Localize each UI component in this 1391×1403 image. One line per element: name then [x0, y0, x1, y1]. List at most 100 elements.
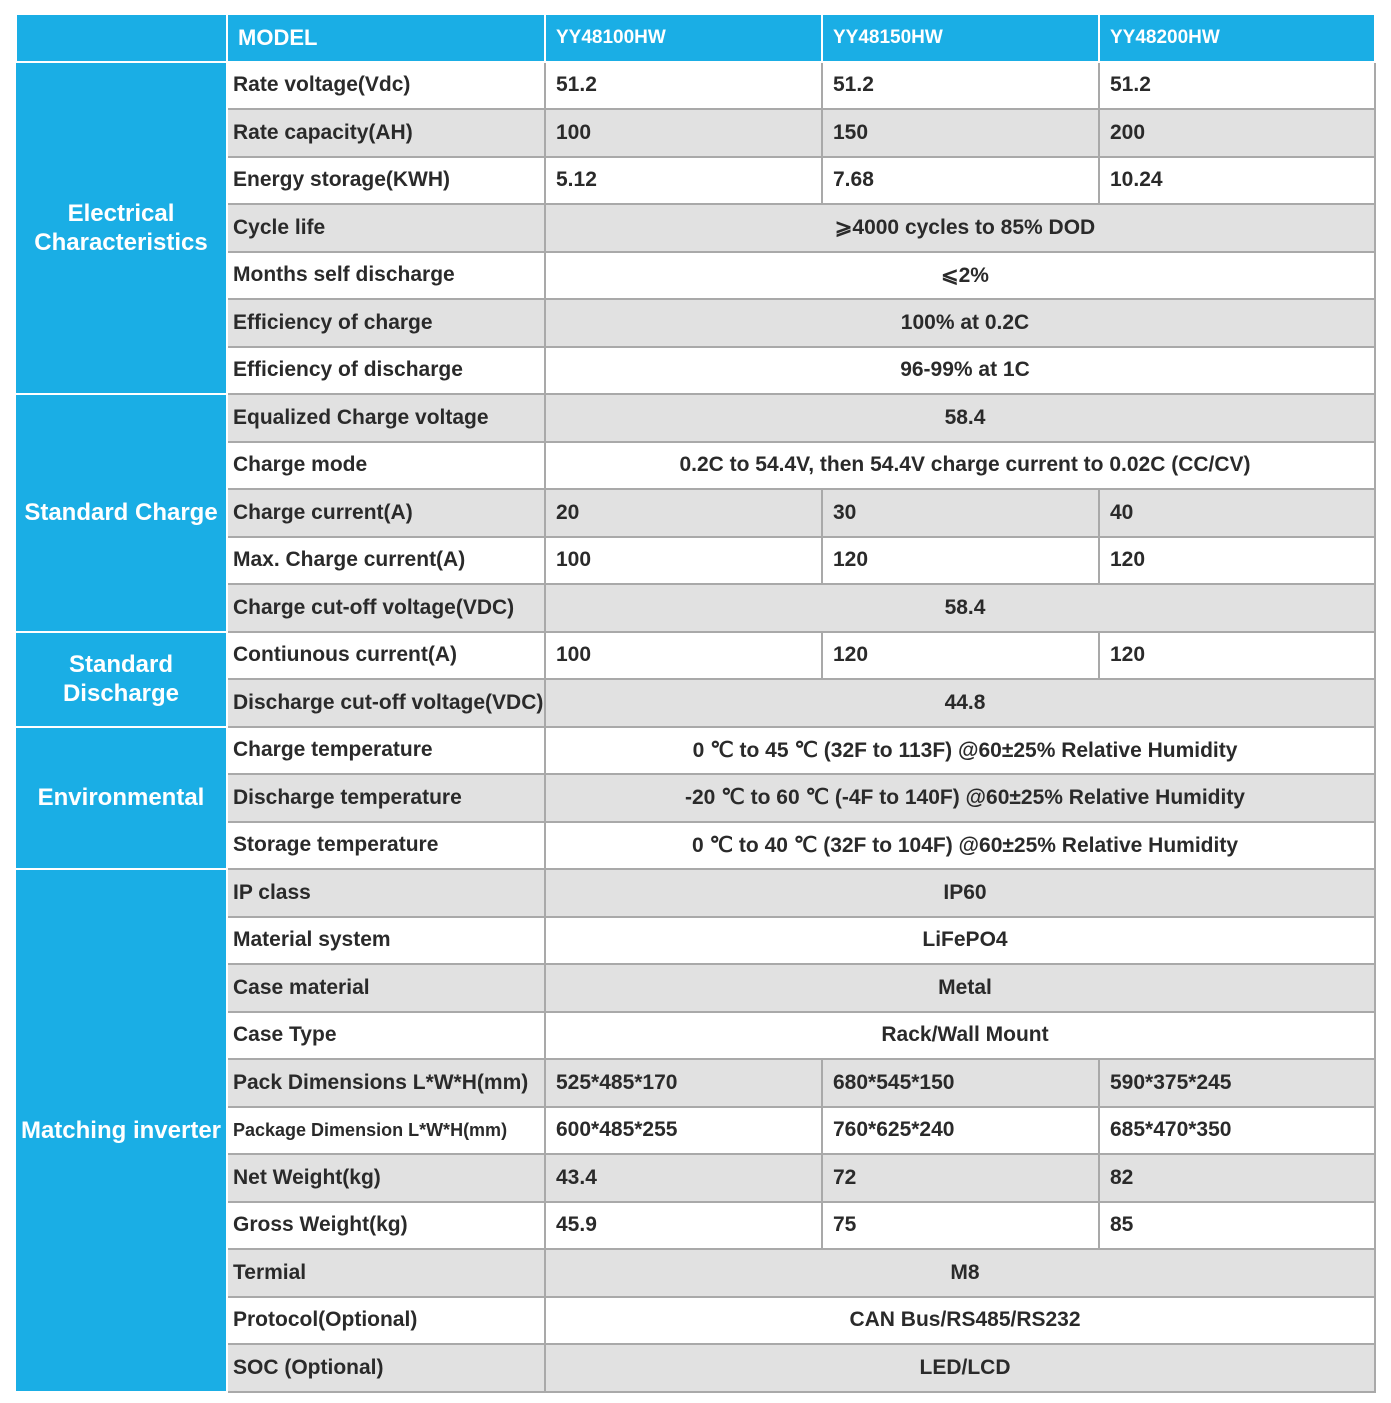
row-label: Case Type	[226, 1010, 546, 1060]
value-cell: 72	[821, 1153, 1100, 1203]
row-label: Charge mode	[226, 440, 546, 490]
row-label: SOC (Optional)	[226, 1343, 546, 1393]
table-row: Net Weight(kg) 43.4 72 82	[16, 1153, 1376, 1203]
value-cell: 0 ℃ to 40 ℃ (32F to 104F) @60±25% Relati…	[544, 820, 1376, 870]
value-cell: 43.4	[544, 1153, 823, 1203]
value-cell: 525*485*170	[544, 1058, 823, 1108]
value-cell: 51.2	[544, 60, 823, 110]
value-cell: 600*485*255	[544, 1105, 823, 1155]
value-cell: 40	[1098, 488, 1376, 538]
row-label: Months self discharge	[226, 250, 546, 300]
value-cell: 150	[821, 108, 1100, 158]
model-name: YY48200HW	[1098, 15, 1376, 63]
value-cell: 0.2C to 54.4V, then 54.4V charge current…	[544, 440, 1376, 490]
table-row: Case material Metal	[16, 963, 1376, 1013]
table-row: SOC (Optional) LED/LCD	[16, 1343, 1376, 1393]
value-cell: 200	[1098, 108, 1376, 158]
spec-table: MODEL YY48100HW YY48150HW YY48200HW Elec…	[15, 15, 1376, 1393]
table-row: Discharge temperature -20 ℃ to 60 ℃ (-4F …	[16, 773, 1376, 823]
table-row: Termial M8	[16, 1248, 1376, 1298]
row-label: Storage temperature	[226, 820, 546, 870]
row-label: Max. Charge current(A)	[226, 535, 546, 585]
group-label: Matching inverter	[16, 868, 228, 1393]
value-cell: M8	[544, 1248, 1376, 1298]
value-cell: 120	[821, 535, 1100, 585]
row-label: Charge temperature	[226, 725, 546, 775]
table-row: Case Type Rack/Wall Mount	[16, 1010, 1376, 1060]
table-row: Environmental Charge temperature 0 ℃ to 45…	[16, 725, 1376, 870]
row-label: Discharge cut-off voltage(VDC)	[226, 678, 546, 728]
row-label: Cycle life	[226, 203, 546, 253]
value-cell: 5.12	[544, 155, 823, 205]
value-cell: 45.9	[544, 1200, 823, 1250]
group-label: Environmental	[16, 725, 228, 870]
row-label: Pack Dimensions L*W*H(mm)	[226, 1058, 546, 1108]
table-row: Standard Discharge Contiunous current(A) 1…	[16, 630, 1376, 728]
value-cell: 590*375*245	[1098, 1058, 1376, 1108]
value-cell: 58.4	[544, 583, 1376, 633]
table-row: Standard Charge Equalized Charge voltage 5…	[16, 393, 1376, 633]
header-blank	[15, 15, 228, 63]
row-label: Net Weight(kg)	[226, 1153, 546, 1203]
table-row: Discharge cut-off voltage(VDC) 44.8	[16, 678, 1376, 728]
value-cell: LiFePO4	[544, 915, 1376, 965]
value-cell: 10.24	[1098, 155, 1376, 205]
value-cell: 100% at 0.2C	[544, 298, 1376, 348]
row-label: Package Dimension L*W*H(mm)	[226, 1105, 546, 1155]
model-name: YY48100HW	[544, 15, 823, 63]
value-cell: 7.68	[821, 155, 1100, 205]
row-label: Energy storage(KWH)	[226, 155, 546, 205]
table-row: Efficiency of charge 100% at 0.2C	[16, 298, 1376, 348]
value-cell: 30	[821, 488, 1100, 538]
table-row: Months self discharge ⩽2%	[16, 250, 1376, 300]
value-cell: 75	[821, 1200, 1100, 1250]
row-label: Charge current(A)	[226, 488, 546, 538]
table-row: Storage temperature 0 ℃ to 40 ℃ (32F to 1…	[16, 820, 1376, 870]
value-cell: 0 ℃ to 45 ℃ (32F to 113F) @60±25% Relati…	[544, 725, 1376, 775]
value-cell: 44.8	[544, 678, 1376, 728]
table-row: Energy storage(KWH) 5.12 7.68 10.24	[16, 155, 1376, 205]
value-cell: 760*625*240	[821, 1105, 1100, 1155]
row-label: Equalized Charge voltage	[226, 393, 546, 443]
table-row: Efficiency of discharge 96-99% at 1C	[16, 345, 1376, 395]
row-label: Charge cut-off voltage(VDC)	[226, 583, 546, 633]
row-label: IP class	[226, 868, 546, 918]
value-cell: Rack/Wall Mount	[544, 1010, 1376, 1060]
value-cell: 51.2	[821, 60, 1100, 110]
value-cell: IP60	[544, 868, 1376, 918]
value-cell: 100	[544, 108, 823, 158]
row-label: Protocol(Optional)	[226, 1295, 546, 1345]
value-cell: LED/LCD	[544, 1343, 1376, 1393]
value-cell: -20 ℃ to 60 ℃ (-4F to 140F) @60±25% Rela…	[544, 773, 1376, 823]
row-label: Rate capacity(AH)	[226, 108, 546, 158]
row-label: Material system	[226, 915, 546, 965]
row-label: Rate voltage(Vdc)	[226, 60, 546, 110]
value-cell: 120	[1098, 535, 1376, 585]
table-row: Electrical Characteristics Rate voltage(V…	[16, 60, 1376, 395]
table-row: Pack Dimensions L*W*H(mm) 525*485*170 680*…	[16, 1058, 1376, 1108]
table-row: Max. Charge current(A) 100 120 120	[16, 535, 1376, 585]
value-cell: 20	[544, 488, 823, 538]
table-row: Rate capacity(AH) 100 150 200	[16, 108, 1376, 158]
model-label: MODEL	[226, 15, 546, 63]
model-name: YY48150HW	[821, 15, 1100, 63]
value-cell: 51.2	[1098, 60, 1376, 110]
row-label: Termial	[226, 1248, 546, 1298]
table-row: Charge mode 0.2C to 54.4V, then 54.4V cha…	[16, 440, 1376, 490]
value-cell: 100	[544, 535, 823, 585]
row-label: Contiunous current(A)	[226, 630, 546, 680]
value-cell: 120	[821, 630, 1100, 680]
table-row: Protocol(Optional) CAN Bus/RS485/RS232	[16, 1295, 1376, 1345]
row-label: Efficiency of charge	[226, 298, 546, 348]
table-row: Charge cut-off voltage(VDC) 58.4	[16, 583, 1376, 633]
value-cell: 100	[544, 630, 823, 680]
value-cell: 58.4	[544, 393, 1376, 443]
header-row: MODEL YY48100HW YY48150HW YY48200HW	[15, 15, 1376, 63]
value-cell: ⩽2%	[544, 250, 1376, 300]
table-row: Matching inverter IP class IP60	[16, 868, 1376, 1393]
table-row: Charge current(A) 20 30 40	[16, 488, 1376, 538]
value-cell: 680*545*150	[821, 1058, 1100, 1108]
row-label: Case material	[226, 963, 546, 1013]
row-label: Efficiency of discharge	[226, 345, 546, 395]
table-row: Gross Weight(kg) 45.9 75 85	[16, 1200, 1376, 1250]
